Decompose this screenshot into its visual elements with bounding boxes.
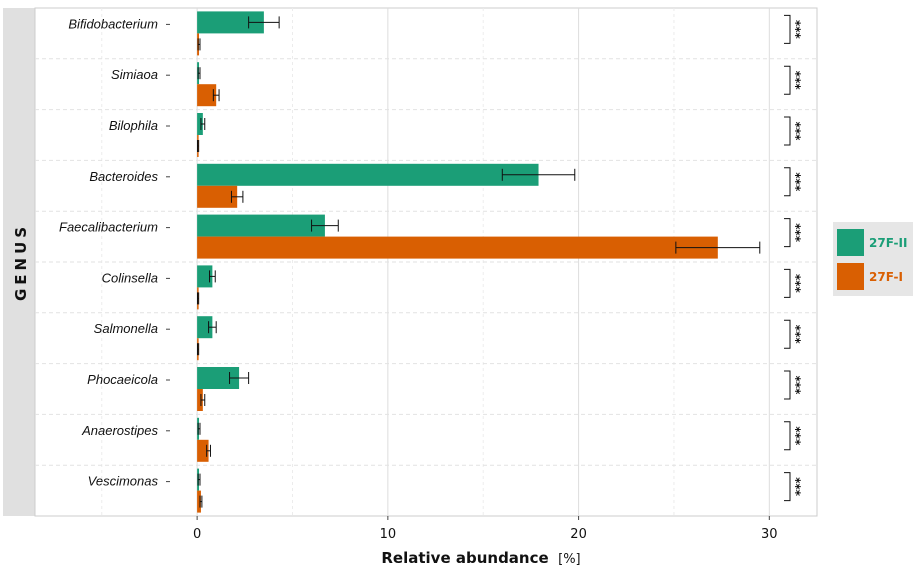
category-label: Bacteroides [89,169,158,184]
category-label: Simiaoa [111,67,158,82]
category-label: Salmonella [94,321,158,336]
bar-27F-II [197,11,264,34]
bar-27F-I [197,389,203,411]
bar-27F-II [197,265,213,288]
plot-panel [34,7,818,517]
bar-27F-II [197,214,325,237]
significance-stars: *** [793,324,807,344]
significance-stars: *** [793,476,807,496]
significance-bracket [784,472,791,502]
significance-bracket [784,421,791,451]
bars-layer [197,11,718,513]
error-bars-layer [197,16,761,508]
x-tick-label: 30 [761,527,778,542]
x-tick-labels: 0 10 20 30 [193,516,778,542]
significance-stars: *** [793,172,807,192]
category-label: Anaerostipes [81,423,158,438]
bar-27F-I [197,84,217,107]
significance-bracket [784,65,791,95]
significance-stars: *** [793,222,807,242]
category-label: Faecalibacterium [59,220,158,235]
category-labels: Bifidobacterium Simiaoa Bilophila Bacteroid… [59,16,170,489]
bar-27F-I [197,236,718,259]
facet-strip [3,8,35,516]
bar-27F-I [197,439,209,462]
significance-stars: *** [793,19,807,39]
x-axis-title-text: Relative abundance [381,549,548,567]
category-label: Vescimonas [88,474,159,489]
significance-stars: *** [793,375,807,395]
legend-label-27F-II: 27F-II [869,236,907,250]
x-tick-label: 0 [193,527,201,542]
legend: 27F-II 27F-I [833,222,913,296]
significance-stars: *** [793,273,807,293]
legend-swatch-27F-I [837,263,864,290]
category-label: Colinsella [102,270,158,285]
x-axis-title-unit: [%] [558,552,581,567]
x-axis-title: Relative abundance [%] [381,549,580,567]
significance-layer: *** *** *** *** *** *** *** *** *** *** [784,14,807,502]
x-tick-label: 10 [380,527,397,542]
significance-stars: *** [793,121,807,141]
category-label: Phocaeicola [87,372,158,387]
facet-strip-label: GENUS [12,223,30,301]
significance-bracket [784,370,791,400]
legend-label-27F-I: 27F-I [869,270,903,284]
category-label: Bilophila [109,118,158,133]
significance-bracket [784,116,791,146]
significance-bracket [784,319,791,349]
significance-bracket [784,167,791,197]
x-tick-label: 20 [570,527,587,542]
significance-bracket [784,218,791,248]
significance-bracket [784,14,791,44]
bar-27F-II [197,367,240,389]
significance-stars: *** [793,70,807,90]
legend-swatch-27F-II [837,229,864,256]
category-label: Bifidobacterium [68,16,158,31]
bar-27F-I [197,185,238,208]
bar-27F-II [197,163,539,186]
significance-bracket [784,268,791,298]
significance-stars: *** [793,426,807,446]
bar-27F-II [197,113,203,135]
bar-27F-I [197,490,201,513]
